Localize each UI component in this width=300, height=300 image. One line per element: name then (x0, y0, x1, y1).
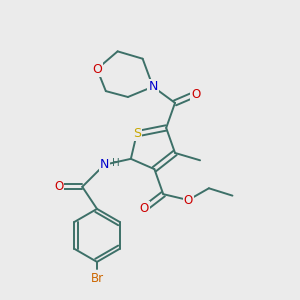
Text: H: H (112, 158, 119, 168)
Text: O: O (191, 88, 200, 100)
Text: Br: Br (90, 272, 104, 285)
Text: N: N (148, 80, 158, 93)
Text: O: O (184, 194, 193, 207)
Text: N: N (100, 158, 109, 171)
Text: O: O (54, 180, 63, 193)
Text: S: S (133, 127, 141, 140)
Text: O: O (92, 62, 102, 76)
Text: O: O (140, 202, 149, 215)
